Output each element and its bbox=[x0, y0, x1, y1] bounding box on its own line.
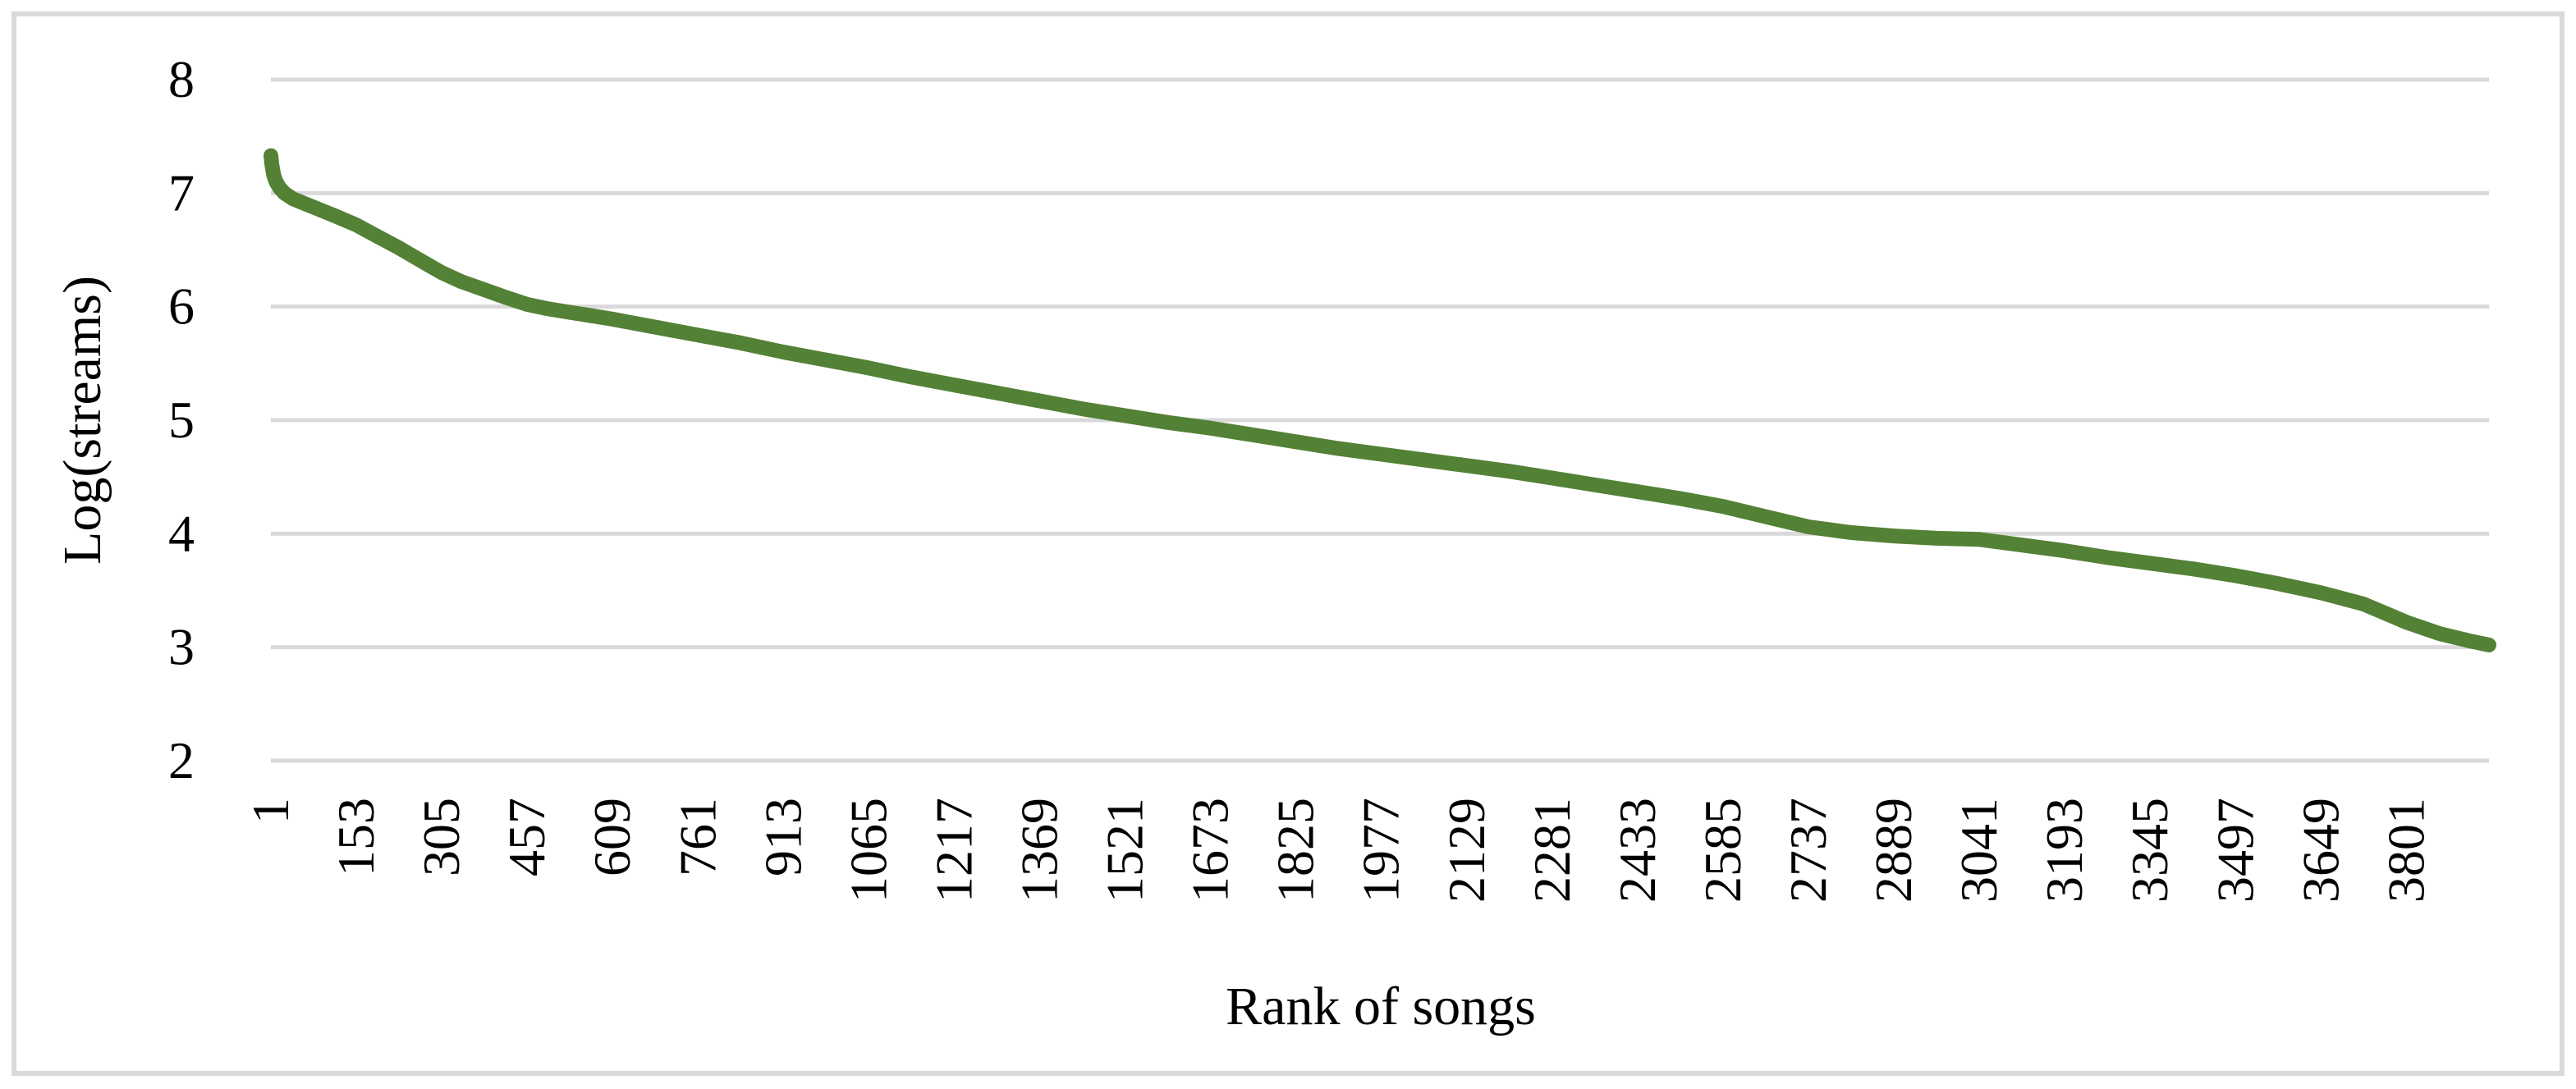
y-tick-label-5: 5 bbox=[168, 391, 195, 449]
x-tick-label-2585: 2585 bbox=[1694, 798, 1752, 903]
x-tick-label-305: 305 bbox=[412, 798, 470, 876]
x-tick-label-2129: 2129 bbox=[1437, 798, 1496, 903]
x-tick-label-2281: 2281 bbox=[1523, 798, 1581, 903]
x-tick-label-1065: 1065 bbox=[839, 798, 897, 903]
y-tick-label-6: 6 bbox=[168, 277, 195, 336]
x-tick-label-457: 457 bbox=[497, 798, 556, 876]
y-tick-label-8: 8 bbox=[168, 50, 195, 108]
x-tick-label-3345: 3345 bbox=[2120, 798, 2179, 903]
x-tick-label-3801: 3801 bbox=[2377, 798, 2435, 903]
y-tick-label-4: 4 bbox=[168, 504, 195, 562]
x-tick-label-2433: 2433 bbox=[1608, 798, 1666, 903]
x-tick-label-3649: 3649 bbox=[2291, 798, 2349, 903]
gridlines-group bbox=[271, 77, 2489, 763]
x-tick-label-1369: 1369 bbox=[1010, 798, 1068, 903]
x-tick-label-2737: 2737 bbox=[1779, 798, 1837, 903]
y-tick-label-3: 3 bbox=[168, 618, 195, 676]
y-tick-label-2: 2 bbox=[168, 731, 195, 789]
y-tick-label-7: 7 bbox=[168, 163, 195, 222]
x-tick-label-2889: 2889 bbox=[1864, 798, 1923, 903]
x-tick-label-3193: 3193 bbox=[2035, 798, 2093, 903]
x-axis-tick-labels: 1 153 305 457 609 761 913 1065 1217 1369 1521 1673 1… bbox=[241, 798, 2435, 903]
x-tick-label-3497: 3497 bbox=[2206, 798, 2264, 903]
x-tick-label-153: 153 bbox=[327, 798, 385, 876]
x-tick-label-1673: 1673 bbox=[1181, 798, 1240, 903]
y-axis-title: Log(streams) bbox=[53, 276, 112, 565]
x-tick-label-1825: 1825 bbox=[1267, 798, 1325, 903]
x-tick-label-1217: 1217 bbox=[924, 798, 983, 903]
x-tick-label-609: 609 bbox=[583, 798, 641, 876]
chart-border bbox=[11, 11, 2565, 1076]
y-axis-tick-labels: 8 7 6 5 4 3 2 bbox=[168, 50, 195, 789]
series-line-log-streams bbox=[264, 148, 2496, 652]
x-tick-label-913: 913 bbox=[754, 798, 812, 876]
x-tick-label-1977: 1977 bbox=[1352, 798, 1410, 903]
x-tick-label-761: 761 bbox=[668, 798, 727, 876]
x-tick-label-3041: 3041 bbox=[1950, 798, 2008, 903]
x-tick-label-1521: 1521 bbox=[1096, 798, 1154, 903]
x-axis-title: Rank of songs bbox=[1226, 977, 1536, 1036]
x-tick-label-1: 1 bbox=[241, 798, 300, 824]
